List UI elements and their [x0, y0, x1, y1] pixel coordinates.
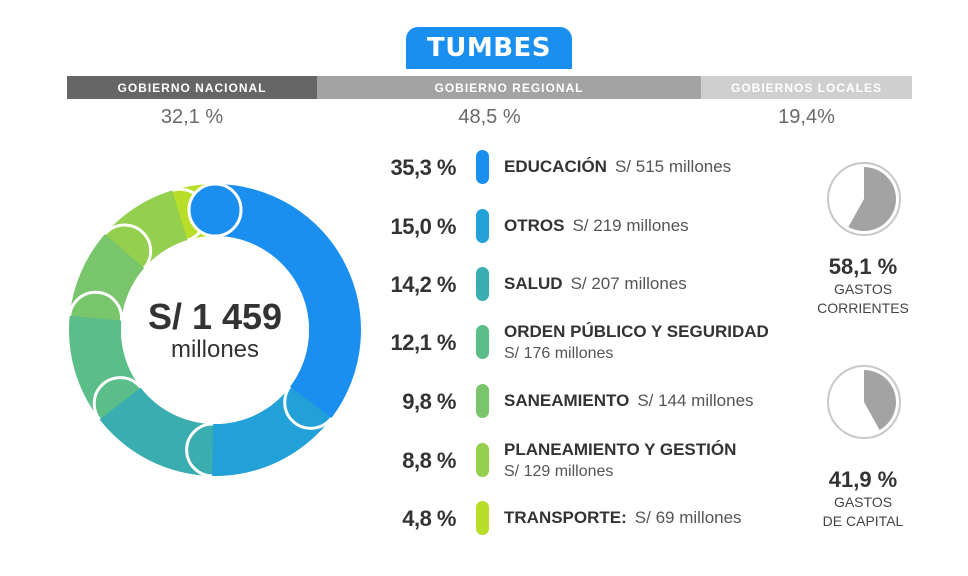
gastos-capital-pie	[827, 365, 901, 439]
category-name: EDUCACIÓN	[504, 157, 607, 176]
gobierno-nacional-bar: GOBIERNO NACIONAL	[67, 76, 317, 99]
category-color-marker	[476, 443, 489, 477]
category-row: 15,0 % OTROS S/ 219 millones	[360, 206, 820, 246]
category-name: SALUD	[504, 274, 563, 293]
category-color-marker	[476, 150, 489, 184]
category-amount: S/ 219 millones	[572, 216, 689, 235]
category-text: SANEAMIENTO S/ 144 millones	[504, 381, 754, 421]
gastos-capital-label: GASTOS DE CAPITAL	[808, 493, 918, 531]
donut-slice-educación	[187, 182, 361, 419]
category-row: 8,8 % PLANEAMIENTO Y GESTIÓN S/ 129 millon…	[360, 440, 820, 480]
category-pct: 12,1 %	[390, 330, 457, 355]
category-amount: S/ 129 millones	[504, 462, 614, 480]
category-pct: 8,8 %	[402, 448, 456, 473]
gastos-capital-pct: 41,9 %	[828, 467, 898, 492]
category-color-marker	[476, 267, 489, 301]
category-pct: 9,8 %	[402, 389, 456, 414]
category-text: EDUCACIÓN S/ 515 millones	[504, 147, 731, 187]
gastos-corrientes-label-line2: CORRIENTES	[817, 300, 909, 316]
category-color-marker	[476, 325, 489, 359]
category-text: ORDEN PÚBLICO Y SEGURIDAD S/ 176 millones	[504, 322, 777, 362]
pie-fill	[848, 167, 896, 231]
category-color-marker	[476, 384, 489, 418]
gobierno-regional-pct: 48,5 %	[458, 106, 521, 128]
total-amount: S/ 1 459	[147, 296, 283, 337]
category-row: 9,8 % SANEAMIENTO S/ 144 millones	[360, 381, 820, 421]
gastos-corrientes-pie	[827, 162, 901, 236]
category-color-marker	[476, 501, 489, 535]
category-text: TRANSPORTE: S/ 69 millones	[504, 498, 742, 538]
category-amount: S/ 515 millones	[614, 157, 732, 176]
category-name: SANEAMIENTO	[504, 391, 630, 410]
category-amount: S/ 176 millones	[504, 344, 614, 362]
donut-hole	[121, 236, 309, 424]
category-name: OTROS	[504, 216, 565, 235]
category-amount: S/ 144 millones	[637, 391, 754, 410]
category-row: 14,2 % SALUD S/ 207 millones	[360, 264, 820, 304]
category-row: 12,1 % ORDEN PÚBLICO Y SEGURIDAD S/ 176 mi…	[360, 322, 820, 362]
gastos-capital-label-line2: DE CAPITAL	[822, 513, 904, 529]
category-pct: 4,8 %	[402, 506, 456, 531]
gobierno-nacional-pct: 32,1 %	[160, 106, 224, 128]
category-name: ORDEN PÚBLICO Y SEGURIDAD	[504, 321, 769, 341]
gobierno-regional-bar: GOBIERNO REGIONAL	[317, 76, 701, 99]
region-title: TUMBES	[406, 27, 572, 69]
category-amount: S/ 207 millones	[570, 274, 687, 293]
gastos-corrientes-label: GASTOS CORRIENTES	[808, 280, 918, 318]
total-unit: millones	[170, 336, 260, 363]
category-name: PLANEAMIENTO Y GESTIÓN	[504, 439, 737, 459]
gastos-corrientes-label-line1: GASTOS	[833, 281, 893, 297]
gobiernos-locales-bar: GOBIERNOS LOCALES	[701, 76, 912, 99]
category-text: PLANEAMIENTO Y GESTIÓN S/ 129 millones	[504, 440, 744, 480]
budget-donut-chart	[68, 182, 361, 478]
category-amount: S/ 69 millones	[634, 508, 742, 527]
category-pct: 35,3 %	[390, 155, 457, 180]
category-pct: 14,2 %	[390, 272, 457, 297]
category-text: OTROS S/ 219 millones	[504, 206, 689, 246]
category-name: TRANSPORTE:	[504, 508, 627, 527]
gastos-corrientes-pct: 58,1 %	[828, 254, 898, 279]
category-pct: 15,0 %	[390, 214, 457, 239]
category-text: SALUD S/ 207 millones	[504, 264, 687, 304]
gobiernos-locales-pct: 19,4%	[778, 106, 835, 128]
category-row: 35,3 % EDUCACIÓN S/ 515 millones	[360, 147, 820, 187]
category-color-marker	[476, 209, 489, 243]
pie-fill	[864, 370, 896, 430]
category-row: 4,8 % TRANSPORTE: S/ 69 millones	[360, 498, 820, 538]
gastos-capital-label-line1: GASTOS	[833, 494, 893, 510]
